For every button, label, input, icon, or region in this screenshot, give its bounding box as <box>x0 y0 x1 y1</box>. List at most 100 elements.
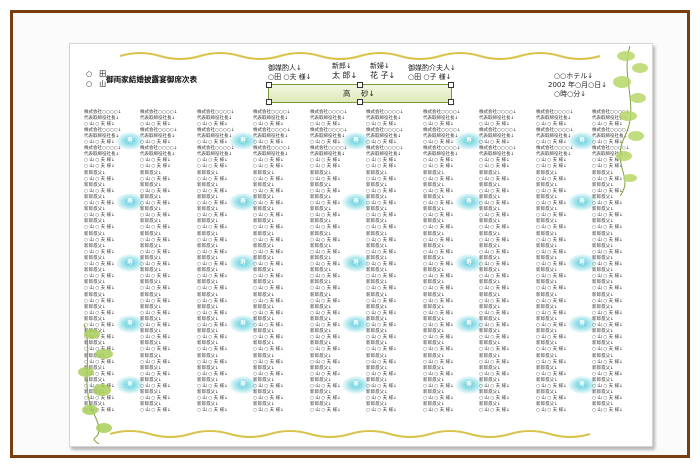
guest-table[interactable]: 寿新郎叔父↓ ○ 山 ○ 夫 様↓ 新郎叔父↓ ○ 山 ○ 夫 様↓ 新郎叔父↓ ○ 山 … <box>195 171 291 231</box>
guest-table[interactable]: 寿新郎叔父↓ ○ 山 ○ 夫 様↓ 新郎叔父↓ ○ 山 ○ 夫 様↓ 新郎叔父↓ ○ 山 … <box>82 171 178 231</box>
table-glow <box>568 254 596 272</box>
guest-line: 新郎叔父↓ <box>366 232 388 237</box>
couple-table-box[interactable]: 高 砂↓ <box>266 82 454 105</box>
table-label: 寿 <box>127 382 133 388</box>
guest-table[interactable]: 寿新郎叔父↓ ○ 山 ○ 夫 様↓ 新郎叔父↓ ○ 山 ○ 夫 様↓ 新郎叔父↓ ○ 山 … <box>534 171 630 231</box>
guest-line: ○ 山 ○ 夫 様↓ <box>140 189 171 194</box>
guest-line: 新郎叔父↓ <box>310 329 332 334</box>
guest-line: ○ 山 ○ 夫 様↓ <box>140 238 171 243</box>
guest-line: 代表取締役社長↓ <box>253 152 289 157</box>
guest-line: 新郎叔父↓ <box>479 232 501 237</box>
table-label: 寿 <box>579 321 585 327</box>
guest-line: 新郎叔父↓ <box>592 256 614 261</box>
guest-line: 新郎叔父↓ <box>592 268 614 273</box>
guest-line: ○ 山 ○ 夫 様↓ <box>310 262 341 267</box>
guest-line: ○ 山 ○ 夫 様↓ <box>310 213 341 218</box>
guest-line: 新郎叔父↓ <box>536 293 558 298</box>
guest-line: ○ 山 ○ 夫 様↓ <box>536 122 567 127</box>
guest-table[interactable]: 寿新郎叔父↓ ○ 山 ○ 夫 様↓ 新郎叔父↓ ○ 山 ○ 夫 様↓ 新郎叔父↓ ○ 山 … <box>534 354 630 414</box>
guest-line: ○ 山 ○ 夫 様↓ <box>536 347 567 352</box>
guest-line: ○ 山 ○ 夫 様↓ <box>423 372 454 377</box>
guest-line: 新郎叔父↓ <box>197 293 219 298</box>
table-glow <box>116 132 144 150</box>
guest-table[interactable]: 寿株式会社○○○○↓ 代表取締役社長↓ ○ 山 ○ 夫 様↓ 株式会社○○○○↓ 代表取… <box>534 110 630 170</box>
guest-line: 代表取締役社長↓ <box>536 134 572 139</box>
guest-table[interactable]: 寿新郎叔父↓ ○ 山 ○ 夫 様↓ 新郎叔父↓ ○ 山 ○ 夫 様↓ 新郎叔父↓ ○ 山 … <box>421 232 517 292</box>
guest-line: 新郎叔父↓ <box>197 341 219 346</box>
guest-table[interactable]: 寿新郎叔父↓ ○ 山 ○ 夫 様↓ 新郎叔父↓ ○ 山 ○ 夫 様↓ 新郎叔父↓ ○ 山 … <box>308 171 404 231</box>
guest-table[interactable]: 寿新郎叔父↓ ○ 山 ○ 夫 様↓ 新郎叔父↓ ○ 山 ○ 夫 様↓ 新郎叔父↓ ○ 山 … <box>82 232 178 292</box>
table-label: 寿 <box>127 138 133 144</box>
table-glow <box>229 376 257 394</box>
guest-line: 株式会社○○○○↓ <box>197 146 235 151</box>
guest-line: ○ 山 ○ 夫 様↓ <box>366 372 397 377</box>
guest-line: 新郎叔父↓ <box>253 219 275 224</box>
guest-line: 株式会社○○○○↓ <box>140 110 178 115</box>
guest-line: 新郎叔父↓ <box>197 232 219 237</box>
guest-line: ○ 山 ○ 夫 様↓ <box>197 238 228 243</box>
guest-line: 新郎叔父↓ <box>310 390 332 395</box>
guest-table[interactable]: 寿新郎叔父↓ ○ 山 ○ 夫 様↓ 新郎叔父↓ ○ 山 ○ 夫 様↓ 新郎叔父↓ ○ 山 … <box>421 354 517 414</box>
guest-line: ○ 山 ○ 夫 様↓ <box>84 311 115 316</box>
guest-line: 新郎叔父↓ <box>310 280 332 285</box>
guest-line: 株式会社○○○○↓ <box>592 128 630 133</box>
guest-line: 新郎叔父↓ <box>592 171 614 176</box>
guest-line: ○ 山 ○ 夫 様↓ <box>310 286 341 291</box>
guest-table[interactable]: 寿新郎叔父↓ ○ 山 ○ 夫 様↓ 新郎叔父↓ ○ 山 ○ 夫 様↓ 新郎叔父↓ ○ 山 … <box>195 354 291 414</box>
guest-table[interactable]: 寿新郎叔父↓ ○ 山 ○ 夫 様↓ 新郎叔父↓ ○ 山 ○ 夫 様↓ 新郎叔父↓ ○ 山 … <box>195 293 291 353</box>
guest-line: 代表取締役社長↓ <box>84 152 120 157</box>
resize-handle-n[interactable] <box>357 82 363 88</box>
table-label: 寿 <box>127 199 133 205</box>
table-label: 寿 <box>353 321 359 327</box>
guest-line: 新郎叔父↓ <box>479 317 501 322</box>
guest-table[interactable]: 寿株式会社○○○○↓ 代表取締役社長↓ ○ 山 ○ 夫 様↓ 株式会社○○○○↓ 代表取… <box>308 110 404 170</box>
guest-line: ○ 山 ○ 夫 様↓ <box>479 122 510 127</box>
resize-handle-s[interactable] <box>357 99 363 105</box>
guest-line: ○ 山 ○ 夫 様↓ <box>423 262 454 267</box>
guest-line: ○ 山 ○ 夫 様↓ <box>140 164 171 169</box>
guest-line: 株式会社○○○○↓ <box>366 128 404 133</box>
guest-table[interactable]: 寿新郎叔父↓ ○ 山 ○ 夫 様↓ 新郎叔父↓ ○ 山 ○ 夫 様↓ 新郎叔父↓ ○ 山 … <box>421 293 517 353</box>
table-glow <box>116 315 144 333</box>
guest-table[interactable]: 寿新郎叔父↓ ○ 山 ○ 夫 様↓ 新郎叔父↓ ○ 山 ○ 夫 様↓ 新郎叔父↓ ○ 山 … <box>421 171 517 231</box>
guest-line: ○ 山 ○ 夫 様↓ <box>592 299 623 304</box>
guest-line: 新郎叔父↓ <box>310 207 332 212</box>
guest-line: 新郎叔父↓ <box>253 293 275 298</box>
guest-table[interactable]: 寿新郎叔父↓ ○ 山 ○ 夫 様↓ 新郎叔父↓ ○ 山 ○ 夫 様↓ 新郎叔父↓ ○ 山 … <box>195 232 291 292</box>
guest-line: ○ 山 ○ 夫 様↓ <box>479 238 510 243</box>
guest-table[interactable]: 寿株式会社○○○○↓ 代表取締役社長↓ ○ 山 ○ 夫 様↓ 株式会社○○○○↓ 代表取… <box>82 110 178 170</box>
guest-line: 新郎叔父↓ <box>84 402 106 407</box>
guest-line: 新郎叔父↓ <box>536 305 558 310</box>
guest-line: 株式会社○○○○↓ <box>366 110 404 115</box>
guest-line: 新郎叔父↓ <box>253 244 275 249</box>
guest-table[interactable]: 寿株式会社○○○○↓ 代表取締役社長↓ ○ 山 ○ 夫 様↓ 株式会社○○○○↓ 代表取… <box>195 110 291 170</box>
guest-line: 新郎叔父↓ <box>84 195 106 200</box>
guest-line: ○ 山 ○ 夫 様↓ <box>536 189 567 194</box>
guest-line: ○ 山 ○ 夫 様↓ <box>253 250 284 255</box>
guest-line: 新郎叔父↓ <box>592 317 614 322</box>
guest-line: 新郎叔父↓ <box>479 329 501 334</box>
guest-line: 新郎叔父↓ <box>592 329 614 334</box>
guest-line: 新郎叔父↓ <box>479 378 501 383</box>
guest-table[interactable]: 寿新郎叔父↓ ○ 山 ○ 夫 様↓ 新郎叔父↓ ○ 山 ○ 夫 様↓ 新郎叔父↓ ○ 山 … <box>308 293 404 353</box>
resize-handle-ne[interactable] <box>448 82 454 88</box>
guest-line: ○ 山 ○ 夫 様↓ <box>479 274 510 279</box>
guest-line: 株式会社○○○○↓ <box>592 146 630 151</box>
bottom-vine-border <box>109 430 591 438</box>
guest-line: 新郎叔父↓ <box>592 366 614 371</box>
guest-table[interactable]: 寿新郎叔父↓ ○ 山 ○ 夫 様↓ 新郎叔父↓ ○ 山 ○ 夫 様↓ 新郎叔父↓ ○ 山 … <box>534 232 630 292</box>
guest-table[interactable]: 寿新郎叔父↓ ○ 山 ○ 夫 様↓ 新郎叔父↓ ○ 山 ○ 夫 様↓ 新郎叔父↓ ○ 山 … <box>308 232 404 292</box>
guest-line: 新郎叔父↓ <box>197 256 219 261</box>
guest-line: 新郎叔父↓ <box>253 402 275 407</box>
resize-handle-se[interactable] <box>448 99 454 105</box>
guest-line: 新郎叔父↓ <box>197 329 219 334</box>
guest-line: ○ 山 ○ 夫 様↓ <box>253 213 284 218</box>
resize-handle-nw[interactable] <box>266 82 272 88</box>
guest-table[interactable]: 寿新郎叔父↓ ○ 山 ○ 夫 様↓ 新郎叔父↓ ○ 山 ○ 夫 様↓ 新郎叔父↓ ○ 山 … <box>534 293 630 353</box>
guest-line: ○ 山 ○ 夫 様↓ <box>366 262 397 267</box>
guest-line: ○ 山 ○ 夫 様↓ <box>253 360 284 365</box>
guest-line: 代表取締役社長↓ <box>310 116 346 121</box>
guest-table[interactable]: 寿株式会社○○○○↓ 代表取締役社長↓ ○ 山 ○ 夫 様↓ 株式会社○○○○↓ 代表取… <box>421 110 517 170</box>
guest-table[interactable]: 寿新郎叔父↓ ○ 山 ○ 夫 様↓ 新郎叔父↓ ○ 山 ○ 夫 様↓ 新郎叔父↓ ○ 山 … <box>308 354 404 414</box>
resize-handle-sw[interactable] <box>266 99 272 105</box>
